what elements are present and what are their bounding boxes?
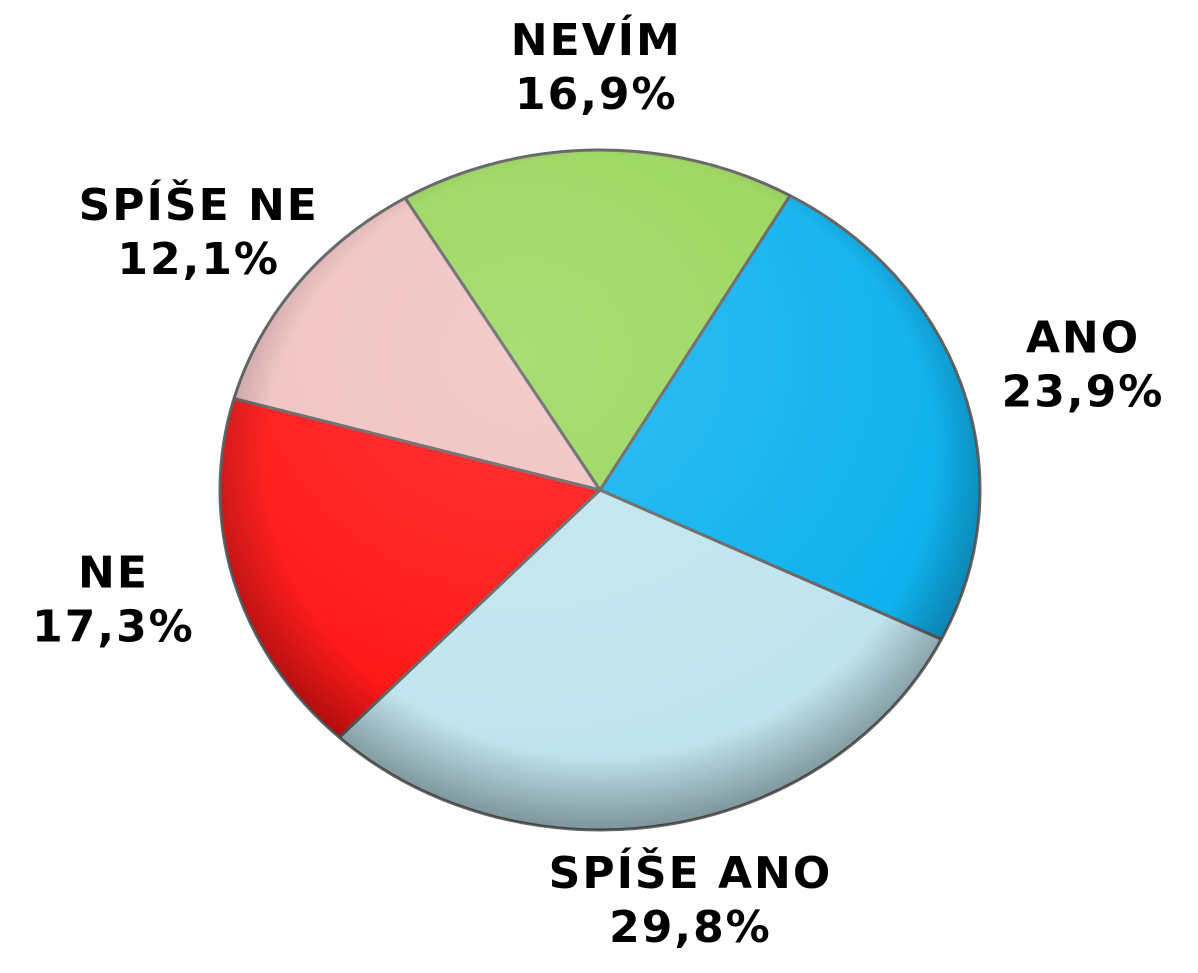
slice-category: SPÍŠE NE (79, 178, 319, 231)
slice-value-label: 16,9% (515, 69, 678, 120)
slice-value-label: 23,9% (1002, 366, 1165, 417)
slice-category: NEVÍM (511, 13, 682, 66)
slice-category: ANO (1026, 312, 1140, 363)
slice-value-label: 12,1% (117, 234, 280, 285)
slice-value-label: 17,3% (32, 602, 195, 653)
slice-category: SPÍŠE ANO (549, 846, 833, 899)
slice-category: NE (78, 548, 149, 599)
slice-value-label: 29,8% (609, 902, 772, 953)
pie (218, 148, 982, 832)
